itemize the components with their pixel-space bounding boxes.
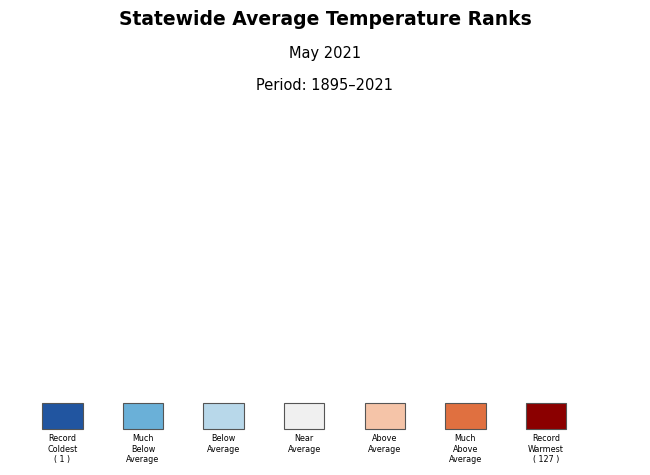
Bar — [123, 403, 163, 429]
Text: Much
Below
Average: Much Below Average — [126, 434, 160, 464]
Bar — [42, 403, 83, 429]
Bar — [203, 403, 244, 429]
Text: Much
Above
Average: Much Above Average — [448, 434, 482, 464]
Text: Period: 1895–2021: Period: 1895–2021 — [257, 78, 393, 93]
Text: May 2021: May 2021 — [289, 47, 361, 61]
Text: Below
Average: Below Average — [207, 434, 240, 454]
Text: Map error:
No module named 'cartopy': Map error: No module named 'cartopy' — [248, 235, 402, 256]
Text: Record
Coldest
( 1 ): Record Coldest ( 1 ) — [47, 434, 77, 464]
Text: Near
Average: Near Average — [287, 434, 321, 454]
Bar — [526, 403, 566, 429]
Bar — [365, 403, 405, 429]
Bar — [284, 403, 324, 429]
Text: Record
Warmest
( 127 ): Record Warmest ( 127 ) — [528, 434, 564, 464]
Text: Above
Average: Above Average — [368, 434, 402, 454]
Bar — [445, 403, 486, 429]
Text: Statewide Average Temperature Ranks: Statewide Average Temperature Ranks — [118, 10, 532, 29]
